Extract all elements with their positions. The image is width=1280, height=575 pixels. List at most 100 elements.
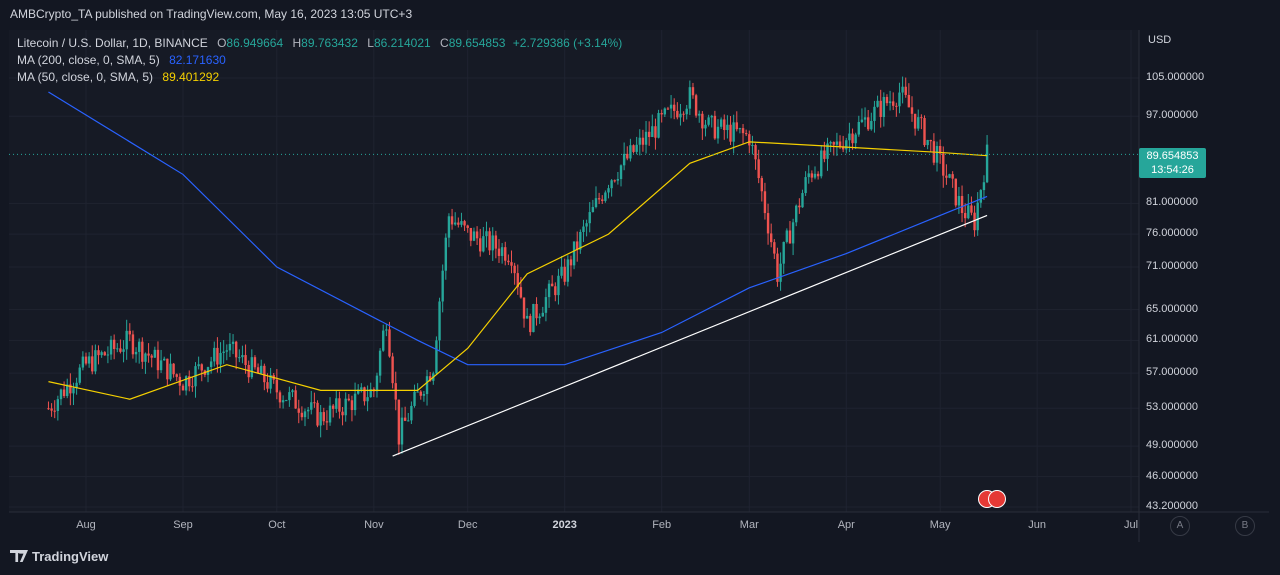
candle-body — [382, 330, 385, 351]
candle-body — [848, 133, 851, 141]
legend-symbol-row[interactable]: Litecoin / U.S. Dollar, 1D, BINANCE O86.… — [17, 35, 622, 52]
candle-body — [673, 104, 676, 111]
candle-body — [191, 386, 194, 388]
publish-header: AMBCrypto_TA published on TradingView.co… — [10, 7, 413, 21]
candle-body — [238, 357, 241, 359]
b-button[interactable]: B — [1235, 516, 1255, 536]
candle-body — [200, 364, 203, 371]
candle-body — [660, 113, 663, 115]
candle-body — [576, 241, 579, 250]
candle-body — [184, 376, 188, 391]
candle-body — [841, 146, 845, 150]
candle-body — [723, 119, 726, 131]
candle-body — [353, 393, 357, 411]
candle-body — [882, 96, 886, 117]
candle-body — [604, 192, 607, 201]
candle-body — [100, 352, 103, 356]
candle-body — [197, 364, 200, 367]
auto-scale-button[interactable]: A — [1170, 516, 1190, 536]
candle-body — [626, 153, 629, 159]
candle-body — [823, 150, 826, 159]
candle-body — [732, 122, 735, 142]
candle-body — [892, 101, 895, 106]
ma200-line — [48, 91, 988, 366]
brand-name: TradingView — [32, 549, 109, 564]
currency-label[interactable]: USD — [1148, 34, 1172, 46]
candle-body — [510, 262, 513, 266]
x-tick-label: Apr — [837, 519, 855, 531]
candle-body — [791, 222, 795, 244]
candle-body — [610, 180, 613, 189]
candle-body — [970, 205, 973, 213]
candle-body — [923, 118, 926, 146]
candle-body — [829, 142, 832, 144]
candle-body — [188, 376, 191, 387]
candle-body — [541, 312, 544, 317]
candle-body — [366, 397, 369, 402]
event-marker-icon[interactable] — [988, 490, 1006, 508]
candle-body — [594, 198, 598, 208]
candle-body — [310, 402, 313, 410]
candle-body — [475, 231, 479, 239]
candle-body — [920, 117, 923, 119]
candle-body — [866, 117, 870, 130]
candle-body — [228, 343, 232, 351]
candle-body — [507, 260, 510, 263]
candle-body — [754, 145, 757, 160]
candle-body — [798, 205, 801, 208]
candle-body — [56, 399, 60, 411]
candle-body — [601, 199, 604, 201]
candle-body — [782, 241, 785, 264]
candle-body — [328, 405, 332, 423]
y-tick-label: 76.000000 — [1146, 227, 1198, 240]
candle-body — [982, 182, 986, 191]
candle-body — [169, 363, 172, 380]
candle-body — [967, 205, 970, 219]
candle-body — [885, 96, 889, 104]
candle-body — [53, 410, 56, 412]
candle-body — [504, 247, 507, 261]
candle-body — [544, 297, 548, 313]
y-tick-label: 46.000000 — [1146, 469, 1198, 482]
candle-body — [704, 124, 707, 129]
legend-ma50-row[interactable]: MA (50, close, 0, SMA, 5) 89.401292 — [17, 69, 622, 86]
candle-body — [845, 140, 848, 150]
candle-body — [760, 178, 764, 192]
ma50-value: 89.401292 — [162, 70, 220, 84]
candle-body — [522, 297, 526, 319]
candle-body — [851, 133, 854, 144]
candle-body — [222, 351, 225, 353]
candle-body — [976, 202, 979, 231]
candle-body — [306, 409, 310, 412]
candle-body — [744, 133, 748, 135]
candle-body — [860, 119, 864, 122]
candle-body — [597, 198, 601, 200]
candle-body — [166, 358, 169, 380]
candle-body — [269, 375, 272, 389]
candle-body — [613, 180, 616, 182]
candle-body — [66, 384, 69, 397]
candle-body — [663, 108, 667, 115]
x-tick-label: Jun — [1028, 519, 1046, 531]
candle-body — [444, 237, 448, 271]
candle-body — [363, 387, 366, 402]
candle-body — [47, 408, 50, 410]
candle-body — [926, 139, 929, 146]
candle-body — [954, 178, 957, 206]
x-tick-label: Aug — [76, 519, 96, 531]
chart-pane[interactable] — [9, 30, 1139, 512]
x-tick-label: Sep — [173, 519, 193, 531]
candle-body — [285, 400, 288, 402]
open-label: O — [217, 36, 227, 50]
candle-body — [535, 303, 538, 319]
candle-body — [751, 145, 754, 147]
candle-body — [719, 119, 723, 127]
x-tick-label: Oct — [268, 519, 286, 531]
candle-body — [410, 405, 413, 421]
candle-body — [857, 121, 860, 135]
candle-body — [907, 94, 911, 108]
legend-ma200-row[interactable]: MA (200, close, 0, SMA, 5) 82.171630 — [17, 52, 622, 69]
candle-body — [679, 113, 682, 118]
candle-body — [948, 174, 951, 178]
